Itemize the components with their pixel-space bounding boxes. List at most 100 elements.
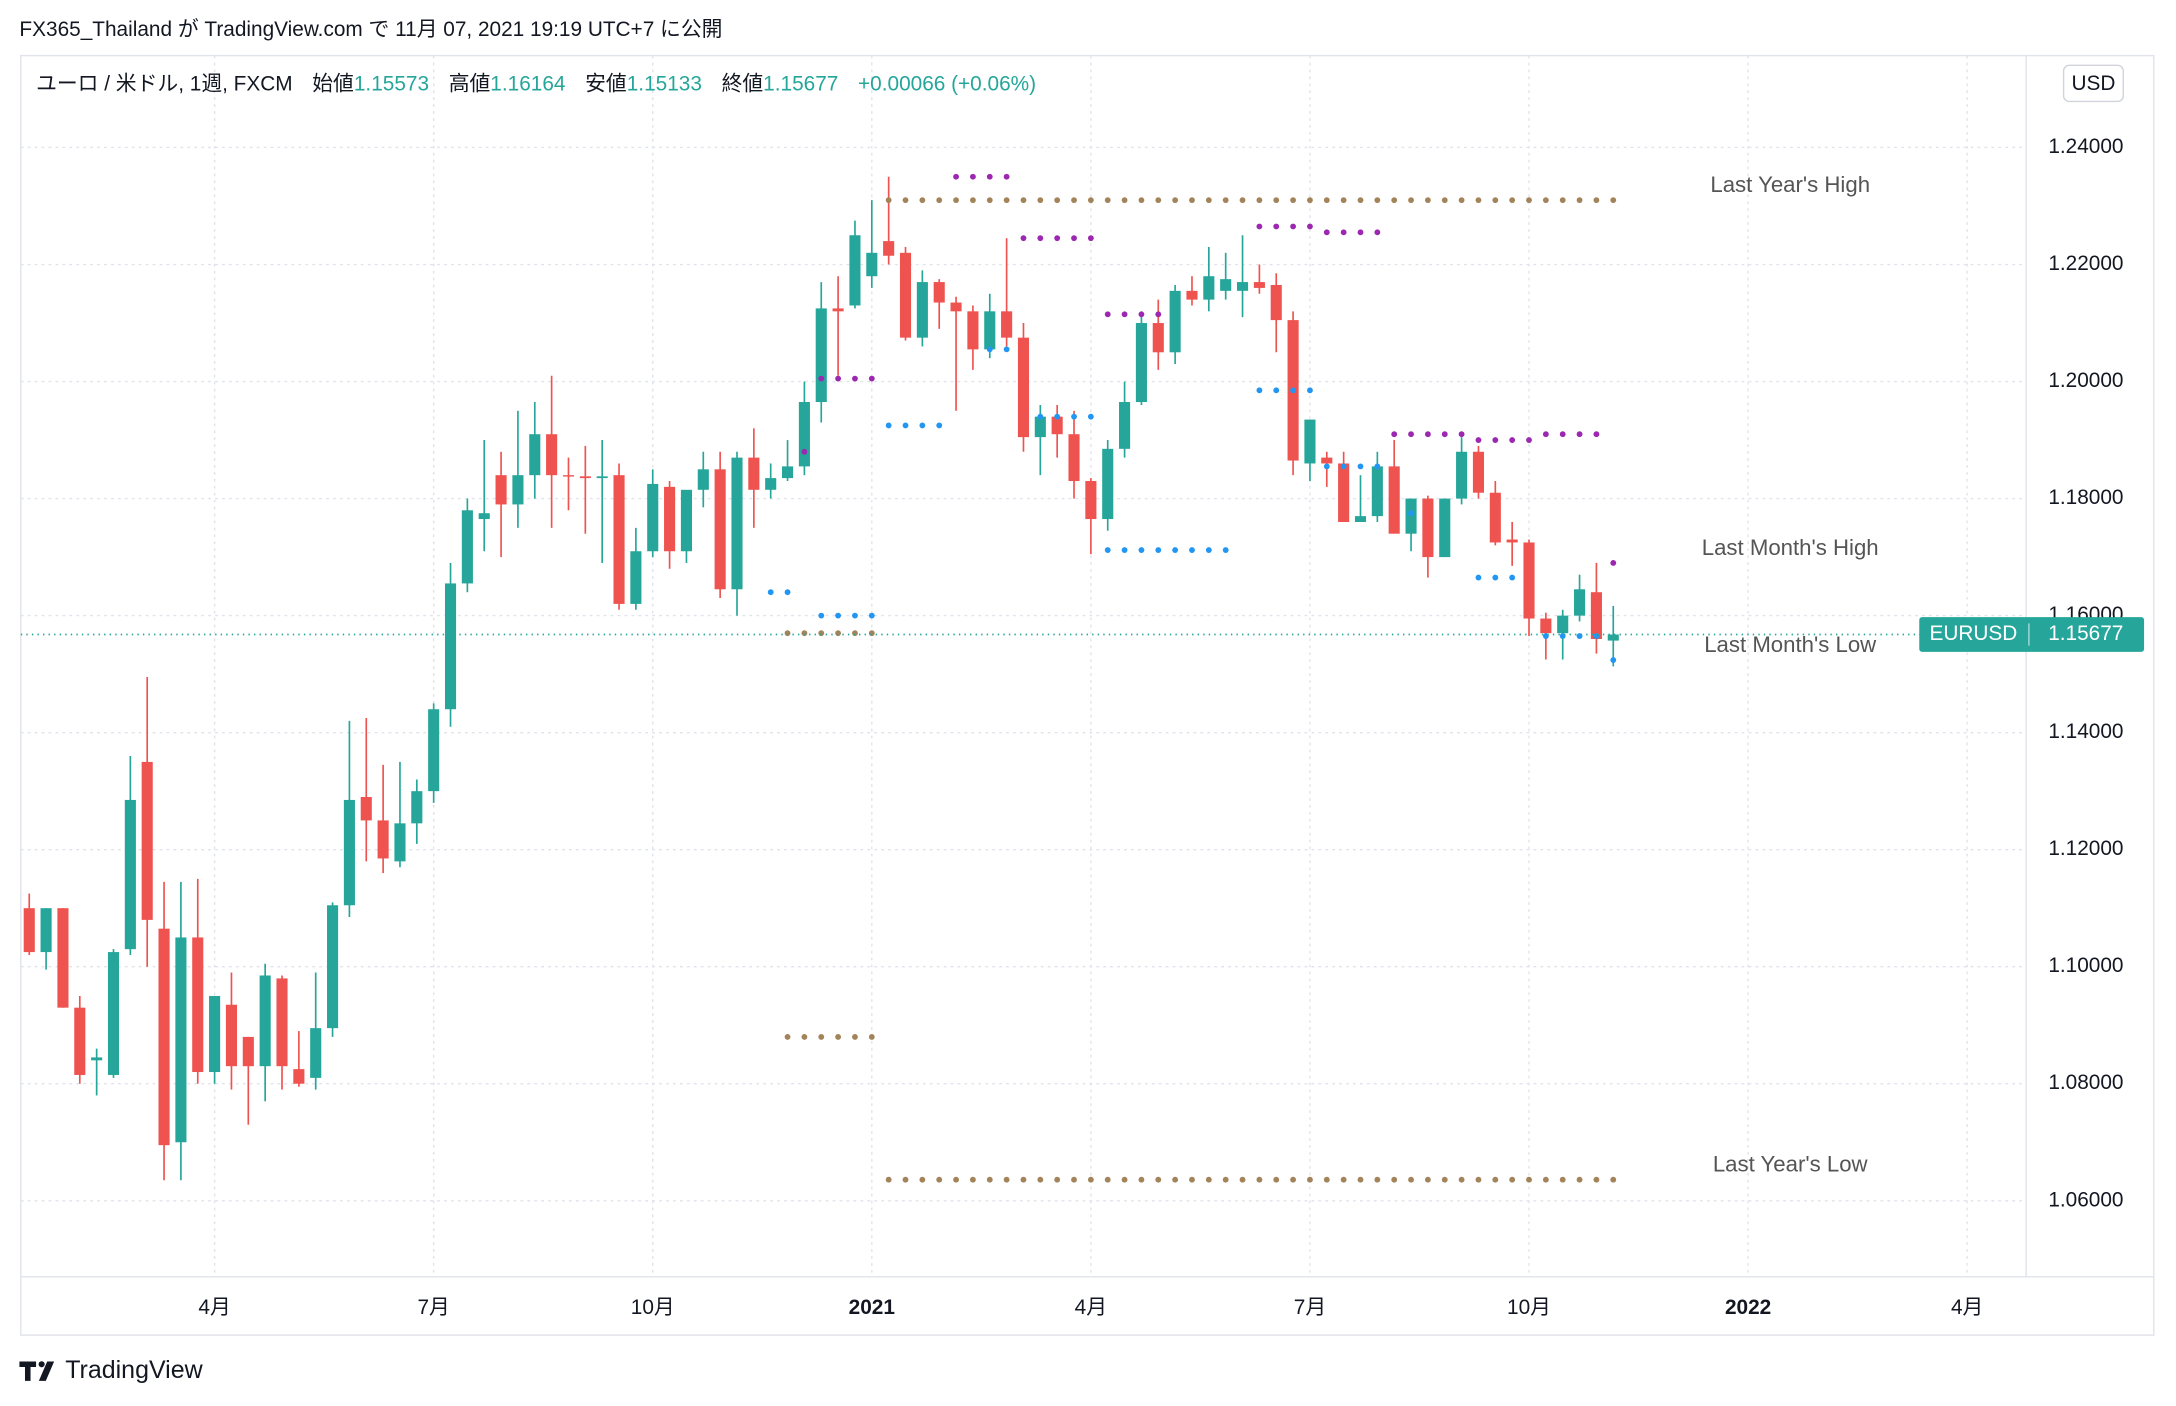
level-dot: [1408, 431, 1414, 438]
y-tick-label: 1.20000: [2048, 369, 2123, 392]
candle-body: [1405, 498, 1417, 534]
symbol-legend: ユーロ / 米ドル, 1週, FXCM 始値1.15573 高値1.16164 …: [36, 72, 1036, 95]
level-dot: [1121, 1176, 1128, 1183]
level-dot: [784, 589, 791, 596]
level-dot: [1172, 197, 1179, 204]
open-value: 1.15573: [354, 72, 429, 95]
candle-body: [950, 302, 962, 312]
level-dot: [1526, 197, 1532, 204]
level-dot: [936, 422, 943, 429]
level-label: Last Month's High: [1702, 535, 1879, 560]
x-tick-label: 4月: [1951, 1296, 1983, 1319]
level-dot: [1307, 1176, 1313, 1183]
level-dot: [1071, 1176, 1077, 1183]
level-dot: [936, 197, 943, 204]
level-dot: [1593, 197, 1600, 204]
level-dot: [1121, 311, 1128, 318]
candle-body: [1169, 290, 1181, 353]
candle-body: [124, 799, 136, 950]
level-dot: [1273, 223, 1280, 230]
price-tag-value: 1.15677: [2048, 622, 2123, 645]
level-dot: [1424, 197, 1431, 204]
candle-body: [74, 1007, 86, 1075]
candle-body: [444, 583, 457, 710]
candle-body: [1085, 481, 1097, 520]
level-dot: [1172, 1176, 1179, 1183]
level-dot: [1307, 387, 1313, 394]
level-dot: [1054, 235, 1061, 242]
level-dot: [1610, 197, 1617, 204]
level-dot: [953, 173, 959, 180]
level-dot: [868, 375, 875, 382]
price-tag-symbol: EURUSD: [1929, 622, 2017, 645]
level-dot: [1003, 346, 1010, 353]
candle-body: [1034, 416, 1046, 438]
candle-body: [192, 937, 204, 1073]
candle-body: [579, 476, 591, 479]
level-dot: [1492, 437, 1499, 443]
logo-dot: [38, 1361, 45, 1368]
level-dot: [1290, 197, 1297, 204]
level-dot: [1458, 197, 1465, 204]
brand-name: TradingView: [65, 1356, 203, 1384]
level-dot: [1121, 197, 1128, 204]
price-tag: [1919, 617, 2145, 652]
candle-body: [1371, 466, 1383, 517]
level-dot: [970, 197, 976, 204]
currency-button[interactable]: [2062, 64, 2124, 103]
brand-logo: [19, 1361, 55, 1381]
candle-body: [327, 905, 339, 1029]
candle-body: [546, 434, 558, 476]
candle-body: [562, 475, 575, 477]
x-tick-label: 10月: [631, 1296, 675, 1319]
level-dot: [1290, 223, 1297, 230]
x-tick-label: 2022: [1725, 1296, 1771, 1319]
level-dot: [1374, 197, 1381, 204]
level-dot: [767, 589, 774, 596]
level-dot: [1408, 1176, 1414, 1183]
level-dot: [1003, 1176, 1010, 1183]
level-dot: [801, 630, 808, 637]
candle-body: [596, 476, 608, 479]
level-dot: [1087, 413, 1094, 420]
level-dot: [1189, 1176, 1195, 1183]
level-dot: [1205, 197, 1212, 204]
level-dot: [1290, 387, 1297, 394]
level-dot: [1071, 197, 1077, 204]
level-dot: [1340, 1176, 1347, 1183]
level-dot: [1071, 235, 1077, 242]
level-dot: [1104, 311, 1111, 318]
logo-mark: [19, 1361, 37, 1381]
chart-frame: [20, 54, 2155, 1336]
level-dot: [1576, 431, 1583, 438]
level-dot: [986, 1176, 993, 1183]
candle-body: [293, 1069, 305, 1084]
level-dot: [1323, 229, 1330, 236]
level-dot: [1610, 560, 1617, 566]
level-dot: [1205, 547, 1212, 553]
y-tick-label: 1.06000: [2048, 1188, 2123, 1211]
candle-body: [1203, 276, 1215, 300]
candle-body: [1506, 539, 1518, 543]
x-tick-label: 4月: [1075, 1296, 1107, 1319]
level-dot: [1273, 1176, 1280, 1183]
level-dot: [801, 1034, 808, 1040]
x-tick-label: 10月: [1507, 1296, 1551, 1319]
level-dot: [818, 612, 825, 619]
candle-body: [916, 282, 928, 338]
level-dot: [868, 612, 875, 619]
candle-body: [91, 1057, 103, 1061]
level-dot: [936, 1176, 943, 1183]
candle-body: [242, 1036, 254, 1067]
level-dot: [1391, 1176, 1398, 1183]
candle-body: [40, 908, 52, 953]
candle-body: [478, 513, 490, 520]
x-tick-label: 4月: [198, 1296, 230, 1319]
x-tick-label: 7月: [417, 1296, 449, 1319]
level-dot: [1340, 463, 1347, 470]
plot-area: [20, 55, 2027, 1277]
candle-body: [731, 457, 743, 590]
change-value: +0.00066 (+0.06%): [858, 72, 1036, 95]
candle-body: [680, 489, 692, 552]
